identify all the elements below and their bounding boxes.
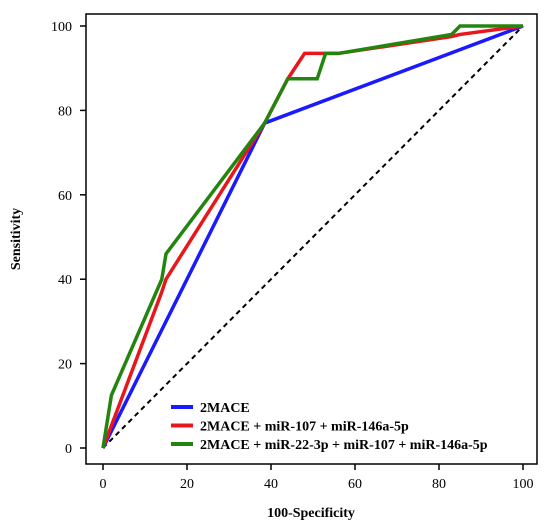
x-tick-label: 20 — [180, 477, 194, 492]
x-tick-label: 60 — [348, 477, 362, 492]
y-tick-label: 60 — [58, 189, 72, 204]
x-axis-title: 100-Specificity — [267, 506, 355, 521]
legend-label-1: 2MACE — [200, 401, 250, 416]
y-tick-label: 40 — [58, 273, 72, 288]
series-line-3 — [101, 24, 523, 449]
y-tick-label: 0 — [65, 442, 72, 457]
plot-frame — [85, 13, 538, 465]
axis-ticks: 0 20 40 60 80 100 0 20 40 60 80 100 — [51, 20, 534, 492]
y-tick-label: 80 — [58, 104, 72, 119]
reference-diagonal — [102, 25, 524, 449]
x-tick-label: 40 — [264, 477, 278, 492]
x-tick-label: 100 — [513, 477, 534, 492]
x-tick-label: 80 — [432, 477, 446, 492]
y-tick-label: 20 — [58, 358, 72, 373]
legend-label-2: 2MACE + miR-107 + miR-146a-5p — [200, 420, 409, 435]
legend-label-3: 2MACE + miR-22-3p + miR-107 + miR-146a-5… — [200, 438, 488, 453]
series-layer — [101, 24, 524, 449]
x-tick-label: 0 — [100, 477, 107, 492]
legend: 2MACE 2MACE + miR-107 + miR-146a-5p 2MACE … — [171, 401, 488, 453]
y-axis-title: Sensitivity — [9, 208, 24, 270]
y-tick-label: 100 — [51, 20, 72, 35]
series-line-2 — [101, 24, 524, 449]
